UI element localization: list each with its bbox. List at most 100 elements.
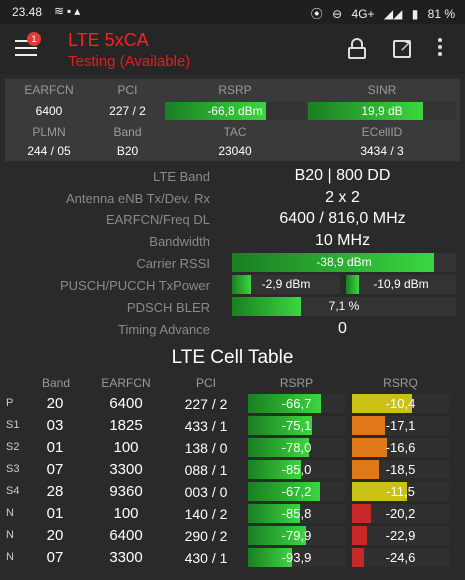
earfcn-value: 6400: [35, 104, 63, 118]
band-header: Band: [113, 125, 142, 139]
cell-rsrp: -66,7: [281, 396, 312, 411]
sinr-bar: 19,9 dB: [308, 102, 456, 120]
cell-rsrp-bar: -78,0: [248, 438, 345, 457]
cell-band: 03: [46, 417, 64, 434]
cell-pci: 140 / 2: [184, 506, 228, 522]
cell-rsrp-bar: -85,0: [248, 460, 345, 479]
rsrp-bar: -66,8 dBm: [165, 102, 305, 120]
cell-rsrq-fill: [352, 504, 372, 523]
ecellid-header: ECellID: [361, 125, 403, 139]
plmn-header: PLMN: [32, 125, 66, 139]
rssi-value: -38,9 dBm: [316, 255, 372, 269]
lock-icon[interactable]: [348, 38, 366, 59]
more-options-icon[interactable]: [438, 38, 444, 59]
cell-rsrp: -85,8: [281, 506, 312, 521]
cell-rsrq: -18,5: [385, 462, 416, 477]
pci-header: PCI: [117, 83, 138, 97]
cell-rsrq: -20,2: [385, 506, 416, 521]
earfcn-freq-label: EARFCN/Freq DL: [105, 212, 210, 227]
cell-rsrp-bar: -75,1: [248, 416, 345, 435]
battery-icon: ▮: [411, 7, 419, 21]
cell-rsrp-bar: -66,7: [248, 394, 345, 413]
cell-rsrp-fill: [248, 548, 292, 567]
cell-rsrq-bar: -18,5: [352, 460, 449, 479]
bler-bar: 7,1 %: [232, 297, 456, 316]
cell-type: N: [6, 551, 14, 563]
cell-rsrq-fill: [352, 482, 408, 501]
cell-earfcn: 100: [113, 439, 139, 456]
cell-rsrq-fill: [352, 394, 413, 413]
cell-earfcn: 6400: [109, 527, 143, 544]
network-type: 4G+: [351, 7, 375, 21]
open-external-icon[interactable]: ↗: [393, 38, 413, 58]
cell-rsrq-bar: -22,9: [352, 526, 449, 545]
status-time: 23.48: [12, 5, 43, 19]
dnd-icon: ⊖: [332, 7, 343, 21]
cell-rsrp-fill: [248, 526, 307, 545]
cell-rsrp-bar: -93,9: [248, 548, 345, 567]
cell-rsrp-bar: -85,8: [248, 504, 345, 523]
cell-band: 28: [46, 483, 64, 500]
cell-rsrq-bar: -11,5: [352, 482, 449, 501]
cell-pci: 430 / 1: [184, 550, 228, 566]
ecellid-value: 3434 / 3: [360, 144, 404, 158]
cell-band: 20: [46, 527, 64, 544]
cell-rsrp-bar: -67,2: [248, 482, 345, 501]
timing-advance-label: Timing Advance: [117, 322, 210, 337]
cell-rsrq-fill: [352, 416, 385, 435]
cell-rsrq-fill: [352, 438, 387, 457]
pusch-value: -2,9 dBm: [261, 277, 311, 291]
rsrp-value: -66,8 dBm: [207, 104, 263, 118]
cell-rsrq: -16,6: [385, 440, 416, 455]
bler-bar-fill: [232, 297, 302, 316]
table-row: N 01 100 140 / 2 -85,8 -20,2: [0, 503, 465, 524]
sinr-value: 19,9 dB: [361, 104, 403, 118]
timing-advance-value: 0: [338, 320, 347, 337]
antenna-value: 2 x 2: [325, 189, 360, 206]
tac-value: 23040: [218, 144, 252, 158]
app-bar: 1 LTE 5xCA Testing (Available) ↗: [0, 24, 465, 74]
rssi-label: Carrier RSSI: [136, 256, 210, 271]
col-band: Band: [41, 376, 71, 390]
bandwidth-value: 10 MHz: [314, 232, 371, 249]
cell-rsrp: -79,9: [281, 528, 312, 543]
cell-band: 07: [46, 549, 64, 566]
sinr-header: SINR: [367, 83, 397, 97]
cell-rsrp-fill: [248, 438, 310, 457]
notification-badge: 1: [27, 32, 41, 46]
pusch-bar-fill: [232, 275, 252, 294]
cell-type: S1: [6, 419, 20, 431]
cell-band: 07: [46, 461, 64, 478]
sinr-bar-fill: [308, 102, 424, 120]
status-bar: 23.48 ≋▪▴ ⦿ ⊖ 4G+ ◢◢ ▮ 81 %: [0, 0, 465, 24]
cell-rsrp: -67,2: [281, 484, 312, 499]
hamburger-menu-icon[interactable]: [15, 40, 37, 58]
rsrp-bar-fill: [165, 102, 266, 120]
cell-pci: 227 / 2: [184, 396, 228, 412]
cell-rsrq: -22,9: [385, 528, 416, 543]
pusch-bar: -2,9 dBm: [232, 275, 340, 294]
cell-rsrp: -75,1: [281, 418, 312, 433]
table-row: S2 01 100 138 / 0 -78,0 -16,6: [0, 437, 465, 458]
cell-rsrq: -24,6: [385, 550, 416, 565]
cell-rsrp-fill: [248, 504, 301, 523]
cell-earfcn: 6400: [109, 395, 143, 412]
battery-level: 81 %: [427, 7, 455, 21]
location-icon: ⦿: [310, 7, 323, 21]
pucch-bar-fill: [346, 275, 360, 294]
table-row: N 07 3300 430 / 1 -93,9 -24,6: [0, 547, 465, 568]
cell-rsrp-fill: [248, 394, 321, 413]
earfcn-freq-value: 6400 / 816,0 MHz: [279, 210, 406, 227]
col-pci: PCI: [195, 376, 216, 390]
cell-rsrq: -10,4: [385, 396, 416, 411]
cell-band: 01: [46, 505, 64, 522]
page-title: LTE 5xCA: [68, 30, 149, 50]
cell-type: S3: [6, 463, 20, 475]
table-row: S3 07 3300 088 / 1 -85,0 -18,5: [0, 459, 465, 480]
cell-pci: 138 / 0: [184, 440, 228, 456]
cell-rsrq-fill: [352, 548, 364, 567]
bandwidth-label: Bandwidth: [149, 234, 210, 249]
cell-rsrq-bar: -10,4: [352, 394, 449, 413]
cell-rsrp: -85,0: [281, 462, 312, 477]
cell-type: N: [6, 507, 14, 519]
